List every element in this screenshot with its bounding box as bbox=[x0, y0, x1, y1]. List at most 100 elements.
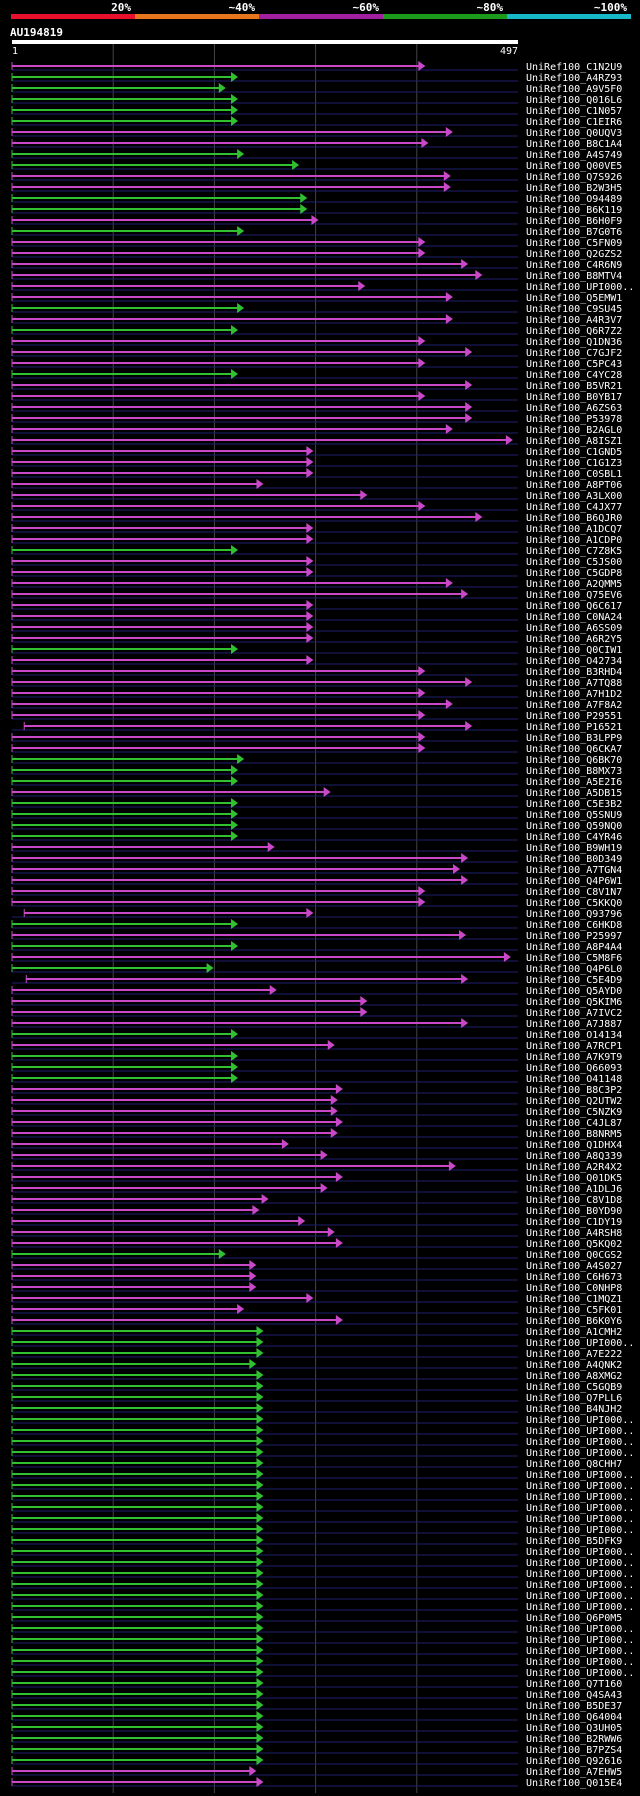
row-label: UniRef100_Q5SNU9 bbox=[526, 810, 622, 821]
bar-arrowhead bbox=[445, 314, 453, 324]
row-label: UniRef100_A1CDP0 bbox=[526, 535, 622, 546]
row-label: UniRef100_Q7PLL6 bbox=[526, 1393, 622, 1404]
bar-arrowhead bbox=[237, 149, 245, 159]
row-label: UniRef100_C5NZK9 bbox=[526, 1107, 622, 1118]
row-label: UniRef100_O41148 bbox=[526, 1074, 622, 1085]
bar-arrowhead bbox=[306, 556, 314, 566]
row-label: UniRef100_O94489 bbox=[526, 194, 622, 205]
bar-arrowhead bbox=[231, 820, 239, 830]
row-label: UniRef100_UPI000.. bbox=[526, 1470, 634, 1481]
bar-arrowhead bbox=[231, 369, 239, 379]
row-label: UniRef100_UPI000.. bbox=[526, 282, 634, 293]
row-label: UniRef100_A7EHW5 bbox=[526, 1767, 622, 1778]
bar-arrowhead bbox=[231, 776, 239, 786]
row-label: UniRef100_O42734 bbox=[526, 656, 622, 667]
row-label: UniRef100_A5E2I6 bbox=[526, 777, 622, 788]
row-label: UniRef100_A7TQ88 bbox=[526, 678, 622, 689]
row-label: UniRef100_A5DB15 bbox=[526, 788, 622, 799]
bar-arrowhead bbox=[323, 787, 331, 797]
row-label: UniRef100_UPI000.. bbox=[526, 1580, 634, 1591]
bar-arrowhead bbox=[256, 1678, 264, 1688]
row-label: UniRef100_C5M8F6 bbox=[526, 953, 622, 964]
row-label: UniRef100_UPI000.. bbox=[526, 1657, 634, 1668]
bar-arrowhead bbox=[218, 1249, 226, 1259]
bar-arrowhead bbox=[475, 270, 483, 280]
row-label: UniRef100_Q6CKA7 bbox=[526, 744, 622, 755]
row-label: UniRef100_UPI000.. bbox=[526, 1635, 634, 1646]
bar-arrowhead bbox=[292, 160, 300, 170]
row-label: UniRef100_Q92616 bbox=[526, 1756, 622, 1767]
row-label: UniRef100_Q01DK5 bbox=[526, 1173, 622, 1184]
bar-arrowhead bbox=[418, 61, 426, 71]
row-label: UniRef100_C5PC43 bbox=[526, 359, 622, 370]
row-label: UniRef100_C4YC28 bbox=[526, 370, 622, 381]
bar-arrowhead bbox=[256, 1425, 264, 1435]
row-label: UniRef100_Q2UTW2 bbox=[526, 1096, 622, 1107]
row-label: UniRef100_Q3UH05 bbox=[526, 1723, 622, 1734]
row-label: UniRef100_C5JS00 bbox=[526, 557, 622, 568]
row-label: UniRef100_B0YD90 bbox=[526, 1206, 622, 1217]
row-label: UniRef100_O14134 bbox=[526, 1030, 622, 1041]
bar-arrowhead bbox=[256, 1601, 264, 1611]
row-label: UniRef100_Q59NQ0 bbox=[526, 821, 622, 832]
bar-arrowhead bbox=[256, 1513, 264, 1523]
row-label: UniRef100_B2W3H5 bbox=[526, 183, 622, 194]
row-label: UniRef100_C4YR46 bbox=[526, 832, 622, 843]
bar-arrowhead bbox=[335, 1238, 343, 1248]
bar-arrowhead bbox=[231, 644, 239, 654]
bar-arrowhead bbox=[461, 853, 469, 863]
bar-arrowhead bbox=[249, 1359, 257, 1369]
row-label: UniRef100_UPI000.. bbox=[526, 1338, 634, 1349]
bar-arrowhead bbox=[269, 985, 277, 995]
row-label: UniRef100_C1G1Z3 bbox=[526, 458, 622, 469]
bar-arrowhead bbox=[465, 347, 473, 357]
row-label: UniRef100_UPI000.. bbox=[526, 1624, 634, 1635]
row-label: UniRef100_B6K0Y6 bbox=[526, 1316, 622, 1327]
bar-arrowhead bbox=[256, 1524, 264, 1534]
legend-swatch bbox=[259, 14, 383, 19]
row-label: UniRef100_A7H1D2 bbox=[526, 689, 622, 700]
legend-label: ~60% bbox=[353, 1, 380, 14]
row-label: UniRef100_Q2GZS2 bbox=[526, 249, 622, 260]
row-label: UniRef100_Q6C617 bbox=[526, 601, 622, 612]
row-label: UniRef100_Q7T160 bbox=[526, 1679, 622, 1690]
row-label: UniRef100_A7RCP1 bbox=[526, 1041, 622, 1052]
row-label: UniRef100_Q5EMW1 bbox=[526, 293, 622, 304]
row-label: UniRef100_C0SBL1 bbox=[526, 469, 622, 480]
bar-arrowhead bbox=[256, 1733, 264, 1743]
row-label: UniRef100_A8PT06 bbox=[526, 480, 622, 491]
bar-arrowhead bbox=[306, 1293, 314, 1303]
row-label: UniRef100_P29551 bbox=[526, 711, 622, 722]
bar-arrowhead bbox=[256, 1546, 264, 1556]
row-label: UniRef100_A4RSH8 bbox=[526, 1228, 622, 1239]
bar-arrowhead bbox=[418, 501, 426, 511]
bar-arrowhead bbox=[320, 1183, 328, 1193]
bar-arrowhead bbox=[327, 1227, 335, 1237]
row-label: UniRef100_C4JX77 bbox=[526, 502, 622, 513]
bar-arrowhead bbox=[465, 721, 473, 731]
legend-swatch bbox=[383, 14, 507, 19]
bar-arrowhead bbox=[418, 710, 426, 720]
row-label: UniRef100_C1N2U9 bbox=[526, 62, 622, 73]
row-label: UniRef100_Q75EV6 bbox=[526, 590, 622, 601]
bar-arrowhead bbox=[231, 545, 239, 555]
row-label: UniRef100_A7K9T9 bbox=[526, 1052, 622, 1063]
bar-arrowhead bbox=[418, 886, 426, 896]
row-label: UniRef100_C5E3B2 bbox=[526, 799, 622, 810]
row-label: UniRef100_A1DLJ6 bbox=[526, 1184, 622, 1195]
bar-arrowhead bbox=[237, 226, 245, 236]
row-label: UniRef100_Q4P6W1 bbox=[526, 876, 622, 887]
row-label: UniRef100_C6H673 bbox=[526, 1272, 622, 1283]
row-label: UniRef100_C1EIR6 bbox=[526, 117, 622, 128]
bar-arrowhead bbox=[335, 1084, 343, 1094]
bar-arrowhead bbox=[231, 1029, 239, 1039]
row-label: UniRef100_P16521 bbox=[526, 722, 622, 733]
bar-arrowhead bbox=[465, 677, 473, 687]
bar-arrowhead bbox=[231, 116, 239, 126]
bar-arrowhead bbox=[256, 1436, 264, 1446]
bar-arrowhead bbox=[306, 655, 314, 665]
bar-arrowhead bbox=[256, 1337, 264, 1347]
query-start-label: 1 bbox=[12, 46, 18, 57]
bar-arrowhead bbox=[300, 204, 308, 214]
row-label: UniRef100_C4R6N9 bbox=[526, 260, 622, 271]
